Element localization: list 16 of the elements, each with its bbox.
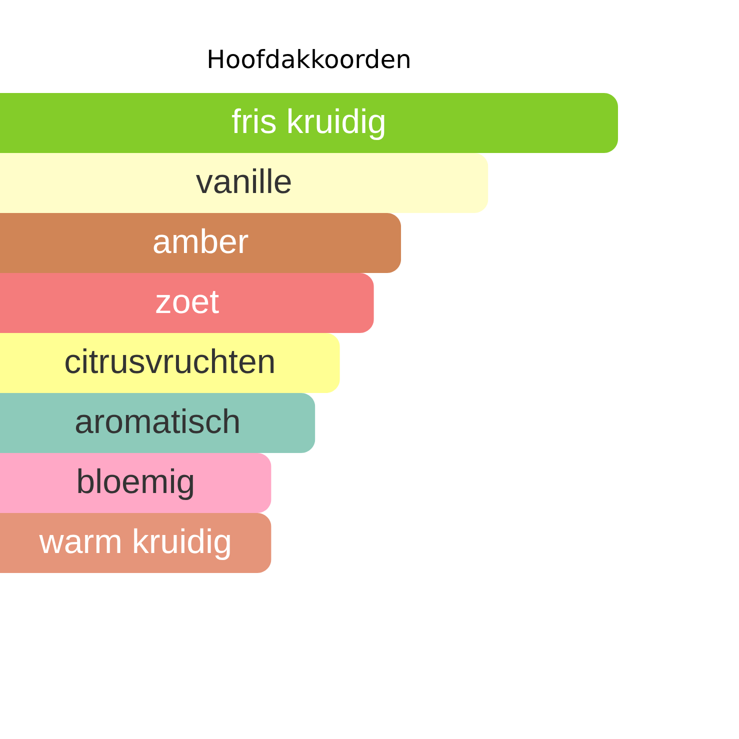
bar	[0, 213, 402, 273]
y-tick-label: warm kruidig	[38, 523, 232, 561]
y-tick-label: amber	[152, 223, 249, 261]
y-tick-label: zoet	[154, 283, 220, 321]
bar	[0, 333, 340, 393]
y-tick-label: fris kruidig	[232, 103, 386, 141]
chart-title: Hoofdakkoorden	[206, 45, 412, 74]
bar	[0, 393, 316, 453]
y-tick-label: aromatisch	[74, 403, 241, 441]
bar	[0, 93, 618, 153]
bar	[0, 153, 488, 213]
y-tick-label: citrusvruchten	[64, 343, 276, 381]
y-tick-label: vanille	[196, 163, 292, 201]
bar	[0, 453, 272, 513]
y-tick-label: bloemig	[76, 463, 196, 501]
bar	[0, 273, 374, 333]
